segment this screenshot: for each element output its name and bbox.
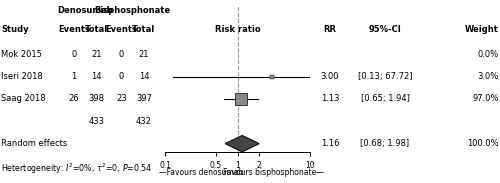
Text: —Favours denosumab: —Favours denosumab: [159, 168, 244, 177]
Text: 432: 432: [136, 117, 152, 126]
Text: 3.00: 3.00: [321, 72, 339, 81]
Text: Bisphosphonate: Bisphosphonate: [94, 5, 171, 15]
Text: 21: 21: [139, 50, 149, 59]
Text: Events: Events: [58, 25, 90, 34]
Text: 398: 398: [88, 94, 104, 103]
Text: 0: 0: [119, 72, 124, 81]
Text: 1.13: 1.13: [321, 94, 339, 103]
Text: Study: Study: [1, 25, 28, 34]
Text: 1: 1: [72, 72, 76, 81]
Text: Mok 2015: Mok 2015: [1, 50, 42, 59]
Text: Total: Total: [132, 25, 156, 34]
Text: 100.0%: 100.0%: [468, 139, 499, 148]
Text: Total: Total: [85, 25, 108, 34]
Text: 14: 14: [91, 72, 102, 81]
Text: 397: 397: [136, 94, 152, 103]
Text: Weight: Weight: [465, 25, 499, 34]
Polygon shape: [226, 136, 259, 152]
Text: RR: RR: [324, 25, 336, 34]
Text: 14: 14: [139, 72, 149, 81]
Text: Favours bisphosphonate—: Favours bisphosphonate—: [224, 168, 324, 177]
Text: 95%-CI: 95%-CI: [368, 25, 402, 34]
Text: Events: Events: [106, 25, 138, 34]
Text: Random effects: Random effects: [1, 139, 67, 148]
Text: 97.0%: 97.0%: [472, 94, 499, 103]
Text: 0: 0: [119, 50, 124, 59]
Text: Risk ratio: Risk ratio: [214, 25, 260, 34]
Text: 433: 433: [88, 117, 104, 126]
Text: [0.68; 1.98]: [0.68; 1.98]: [360, 139, 410, 148]
Text: Hetertogeneity: $I^2$=0%, $\tau^2$=0, $P$=0.54: Hetertogeneity: $I^2$=0%, $\tau^2$=0, $P…: [1, 162, 152, 176]
Text: [0.13; 67.72]: [0.13; 67.72]: [358, 72, 412, 81]
Text: Iseri 2018: Iseri 2018: [1, 72, 43, 81]
Text: [0.65; 1.94]: [0.65; 1.94]: [360, 94, 410, 103]
Text: 0: 0: [72, 50, 76, 59]
Text: 3.0%: 3.0%: [478, 72, 499, 81]
Text: 0.0%: 0.0%: [478, 50, 499, 59]
Text: 21: 21: [91, 50, 102, 59]
Text: Saag 2018: Saag 2018: [1, 94, 46, 103]
Text: 26: 26: [68, 94, 80, 103]
Text: Denosumab: Denosumab: [58, 5, 113, 15]
Text: 23: 23: [116, 94, 127, 103]
Text: 1.16: 1.16: [321, 139, 339, 148]
